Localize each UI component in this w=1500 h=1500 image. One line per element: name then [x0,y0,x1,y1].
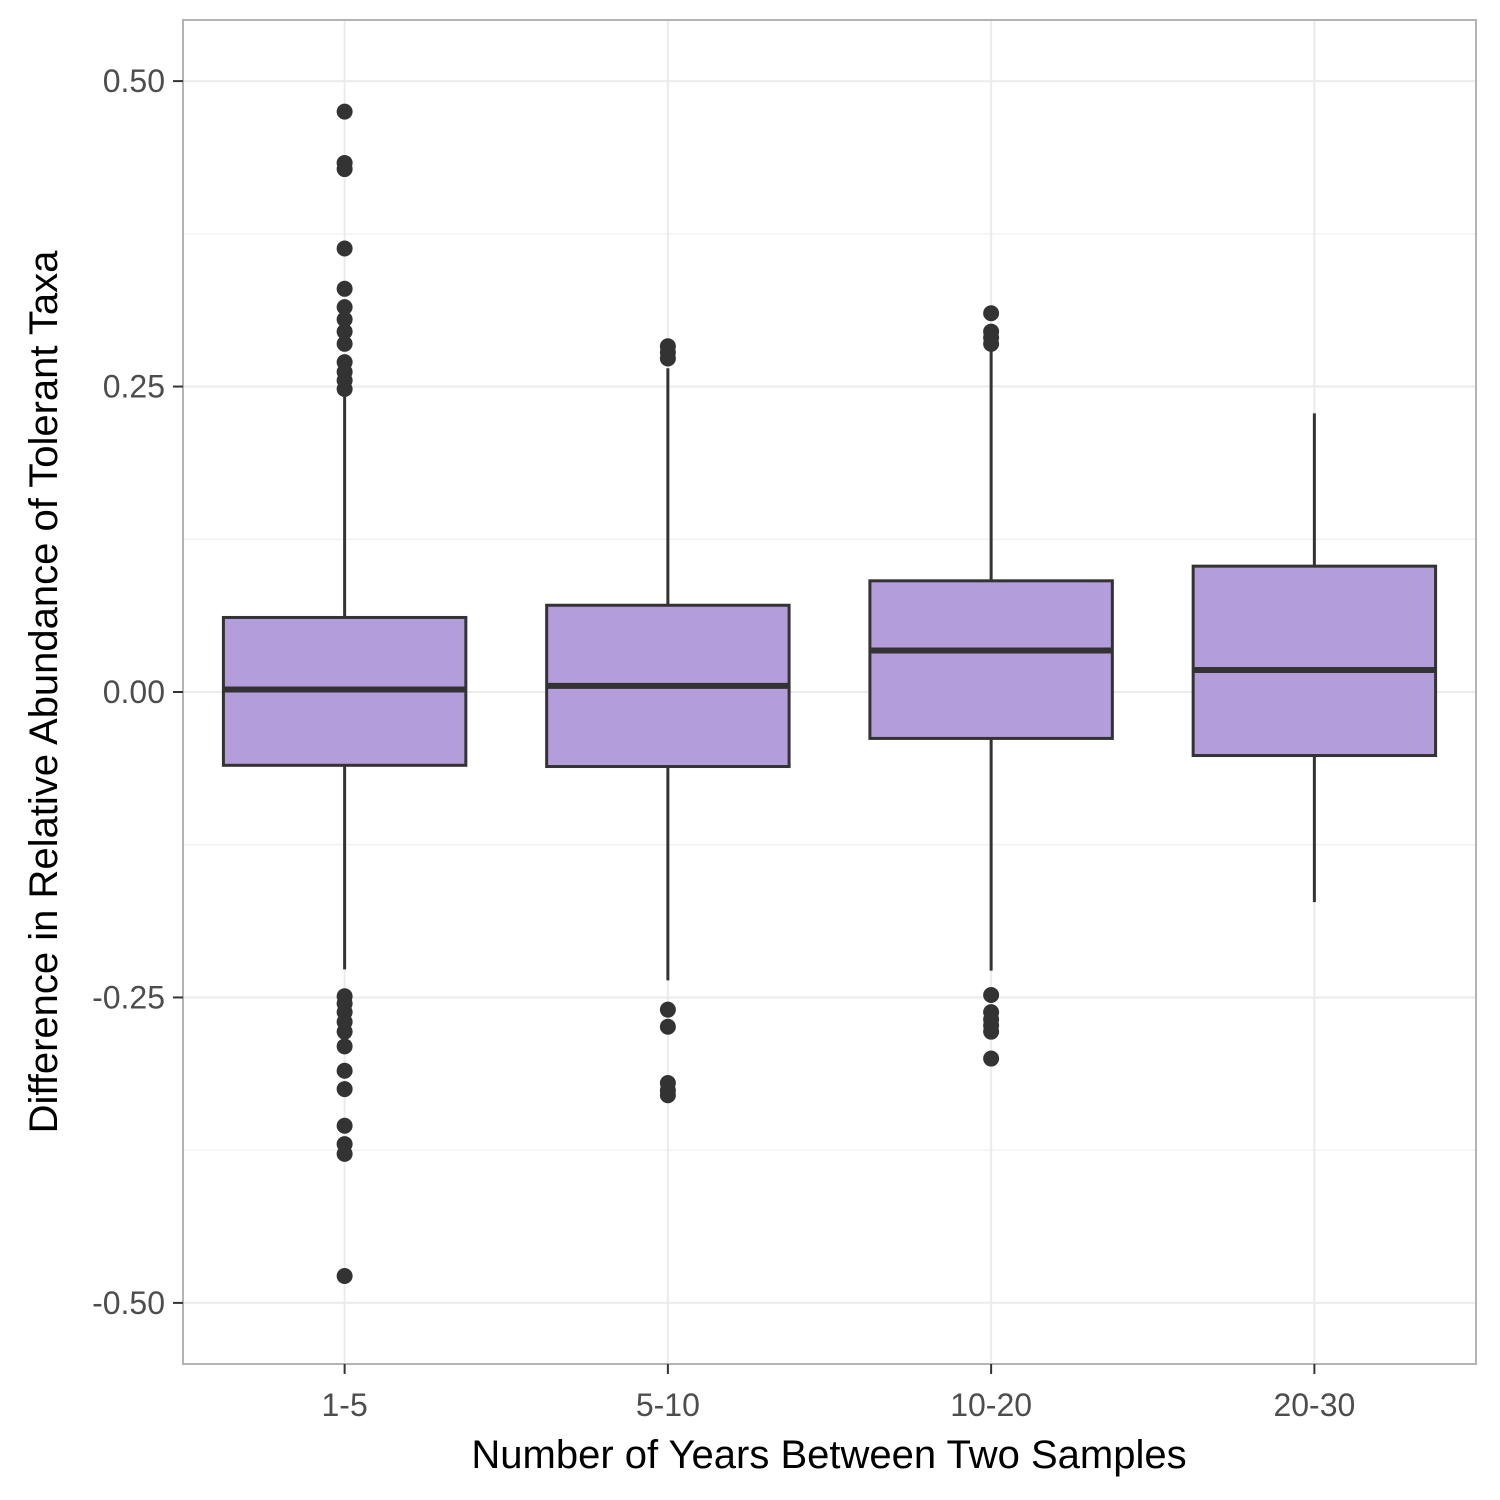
box-series [221,103,1438,1285]
outlier-point [336,311,353,328]
outlier-point [336,1117,353,1134]
outlier-point [983,305,1000,322]
outlier-point [983,335,1000,352]
outlier-point [983,1050,1000,1067]
x-tick-label: 5-10 [636,1387,700,1423]
x-axis-title: Number of Years Between Two Samples [471,1433,1186,1477]
outlier-point [659,1001,676,1018]
box-iqr [868,579,1114,740]
outlier-point [336,103,353,120]
x-tick-label: 1-5 [322,1387,368,1423]
x-tick-label: 20-30 [1273,1387,1355,1423]
outlier-point [659,350,676,367]
outlier-point [336,299,353,316]
y-tick-label: 0.25 [103,369,165,405]
y-tick-label: -0.25 [92,979,165,1015]
y-axis: -0.50 -0.25 0.00 0.25 0.50 [92,63,183,1321]
outlier-point [336,1081,353,1098]
box-20-30 [1191,413,1438,903]
y-tick-label: 0.50 [103,63,165,99]
outlier-point [336,335,353,352]
x-axis: 1-5 5-10 10-20 20-30 [322,1364,1355,1423]
outlier-point [336,1062,353,1079]
outlier-point [336,323,353,340]
outlier-point [336,1268,353,1285]
box-10-20 [868,305,1114,1067]
box-1-5 [221,103,468,1285]
outlier-point [336,240,353,257]
box-5-10 [545,338,791,1104]
box-iqr [1191,564,1438,758]
outlier-point [983,1023,1000,1040]
outlier-point [336,1145,353,1162]
outlier-point [336,1038,353,1055]
outlier-point [336,161,353,178]
outlier-point [659,1018,676,1035]
outlier-point [983,987,1000,1004]
x-tick-label: 10-20 [950,1387,1032,1423]
y-axis-title: Difference in Relative Abundance of Tole… [22,250,66,1134]
outlier-point [336,1023,353,1040]
outlier-point [336,280,353,297]
y-tick-label: -0.50 [92,1285,165,1321]
outlier-point [659,1087,676,1104]
outlier-point [336,380,353,397]
y-tick-label: 0.00 [103,674,165,710]
